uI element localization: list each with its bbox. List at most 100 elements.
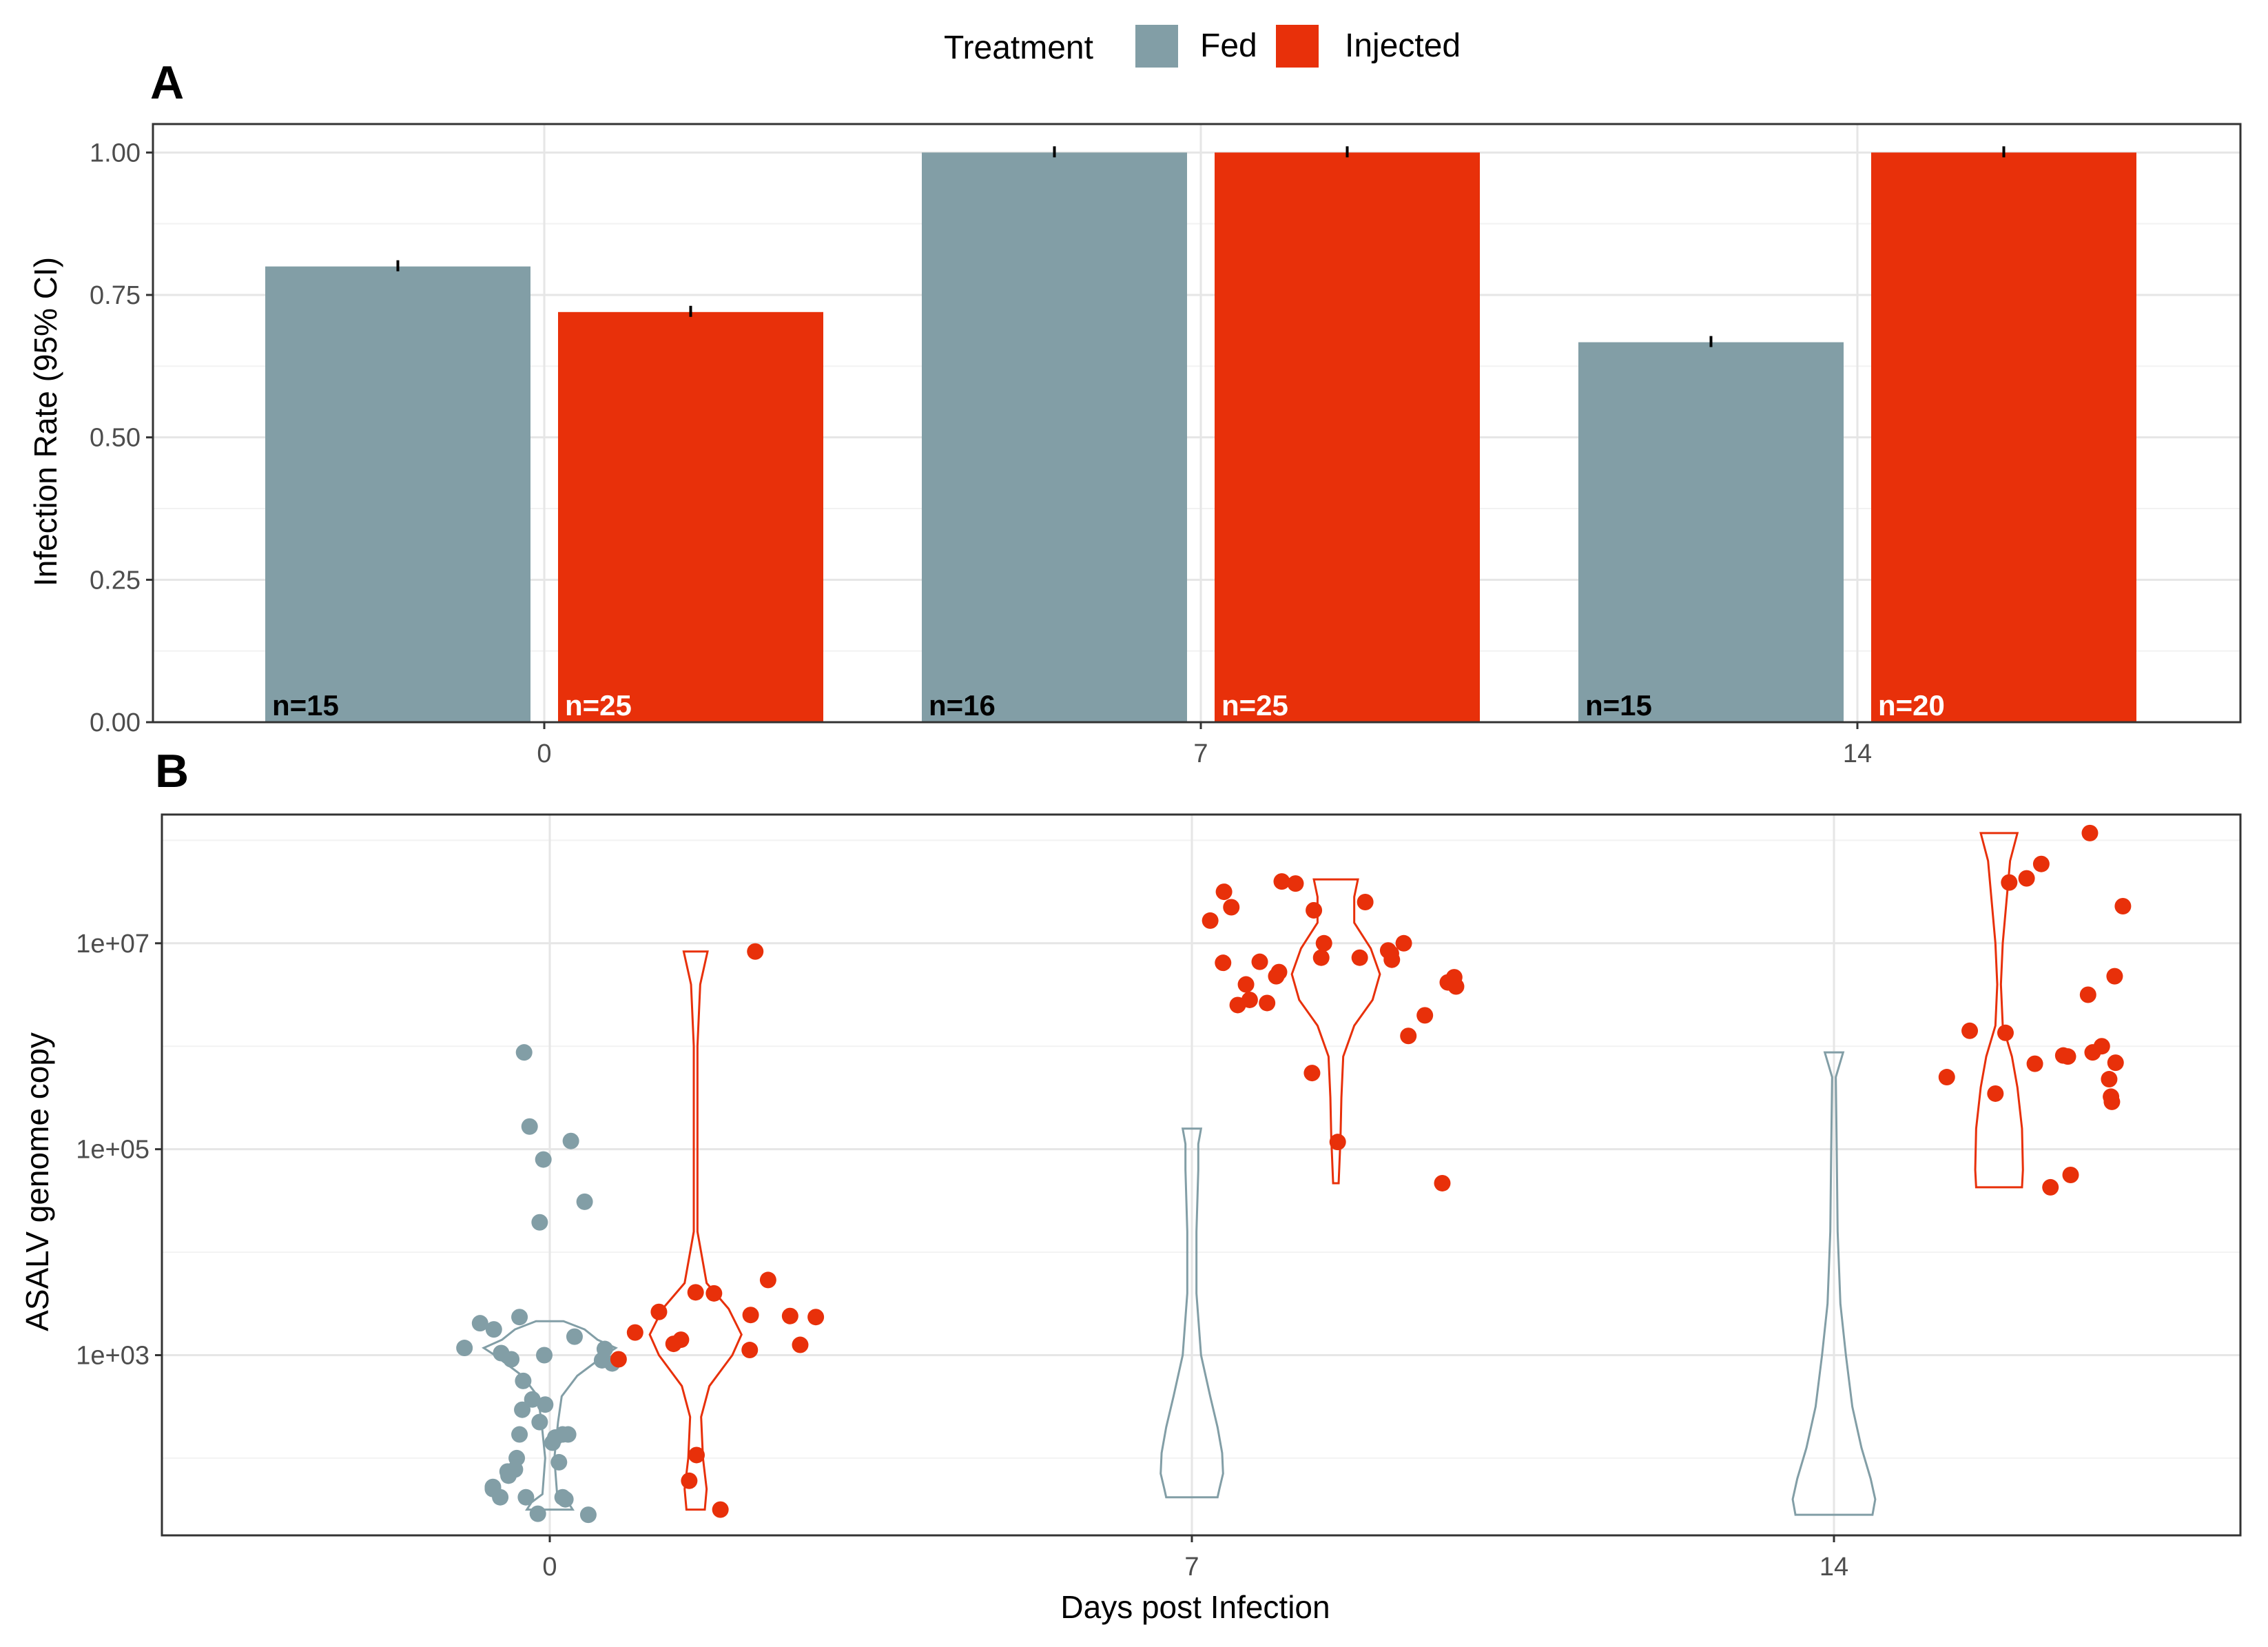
point-injected-day-0 [688, 1446, 705, 1464]
legend-label-injected: Injected [1345, 28, 1461, 64]
point-fed-day-7 [559, 1426, 577, 1443]
point-fed-day-0 [566, 1328, 583, 1345]
n-label-fed-day-0: n=15 [272, 689, 339, 722]
point-injected-day-7 [1303, 1065, 1321, 1082]
n-label-fed-day-14: n=15 [1585, 689, 1652, 722]
panel-b-background [162, 815, 2240, 1535]
legend-title: Treatment [944, 30, 1093, 66]
panel-b-ylabel: ASALV genome copy [19, 1032, 55, 1331]
point-injected-day-0 [747, 943, 764, 960]
panel-a: 0.00 0.25 0.50 0.75 1.00 0 7 14 n=15 n=16 n=15 n=25… [90, 123, 2242, 768]
panel-b-xlabel: Days post Infection [1060, 1589, 1330, 1625]
point-injected-day-0 [792, 1336, 809, 1353]
panel-a-ytick-label: 0.25 [90, 566, 141, 595]
point-injected-day-7 [1395, 934, 1412, 952]
panel-a-ytick-label: 0.75 [90, 281, 141, 310]
violin-injected-day-7 [1290, 878, 1381, 1185]
point-injected-day-7 [1351, 949, 1368, 966]
point-fed-day-14 [511, 1309, 528, 1326]
point-injected-day-0 [650, 1303, 668, 1320]
point-injected-day-0 [705, 1285, 723, 1302]
violin-injected-day-14 [1974, 832, 2024, 1189]
n-label-injected-day-7: n=25 [1221, 689, 1288, 722]
point-fed-day-0 [531, 1413, 548, 1431]
panel-b-ytick-label: 1e+03 [76, 1342, 150, 1371]
point-injected-day-0 [807, 1309, 825, 1326]
point-injected-day-14 [2001, 874, 2018, 891]
point-injected-day-7 [1312, 949, 1330, 966]
point-injected-day-7 [1400, 1027, 1417, 1045]
panel-b: 1e+03 1e+05 1e+07 0 7 14 [76, 813, 2242, 1582]
bar-fed-day-7 [922, 152, 1187, 723]
point-injected-day-7 [1215, 954, 1232, 972]
bar-injected-day-7 [1215, 152, 1480, 723]
point-fed-day-7 [550, 1453, 568, 1471]
point-injected-day-0 [672, 1331, 690, 1349]
point-injected-day-7 [1447, 978, 1465, 995]
point-injected-day-14 [2101, 1071, 2118, 1088]
violin-fed-day-7 [1159, 1127, 1224, 1499]
point-injected-day-14 [1997, 1024, 2014, 1041]
point-fed-day-0 [579, 1506, 597, 1524]
point-injected-day-14 [2062, 1167, 2079, 1183]
bar-fed-day-0 [265, 266, 530, 723]
point-injected-day-7 [1202, 912, 1219, 929]
point-injected-day-14 [2059, 1048, 2076, 1065]
point-injected-day-7 [1287, 875, 1304, 892]
point-injected-day-0 [742, 1307, 759, 1324]
panel-b-xtick-label: 0 [542, 1553, 557, 1582]
point-fed-day-7 [535, 1151, 552, 1168]
point-injected-day-0 [741, 1342, 759, 1359]
point-injected-day-14 [1961, 1022, 1979, 1039]
point-fed-day-7 [514, 1401, 531, 1418]
panel-b-xtick-label: 7 [1184, 1553, 1199, 1582]
point-injected-day-0 [759, 1271, 776, 1289]
point-injected-day-14 [1938, 1069, 1955, 1086]
point-injected-day-7 [1329, 1134, 1346, 1151]
point-fed-day-7 [562, 1132, 579, 1149]
point-fed-day-0 [485, 1321, 502, 1338]
n-label-fed-day-7: n=16 [929, 689, 996, 722]
panel-a-letter: A [150, 57, 184, 109]
point-injected-day-7 [1251, 953, 1268, 970]
point-injected-day-7 [1416, 1007, 1434, 1024]
point-injected-day-14 [2106, 968, 2123, 985]
point-injected-day-7 [1315, 934, 1332, 952]
point-injected-day-14 [2093, 1038, 2110, 1055]
point-fed-day-7 [517, 1489, 535, 1506]
legend: Treatment Fed Injected [944, 25, 1461, 68]
panel-b-letter: B [155, 745, 189, 797]
point-fed-day-14 [546, 1429, 564, 1446]
legend-swatch-fed [1135, 25, 1178, 68]
panel-a-xtick-label: 14 [1843, 739, 1872, 768]
point-injected-day-0 [610, 1351, 627, 1368]
point-fed-day-14 [529, 1505, 546, 1522]
n-label-injected-day-0: n=25 [565, 689, 632, 722]
panel-a-ytick-label: 0.00 [90, 708, 141, 737]
point-fed-day-7 [537, 1396, 554, 1413]
panel-a-ytick-label: 0.50 [90, 424, 141, 453]
point-injected-day-14 [2103, 1093, 2121, 1110]
point-injected-day-7 [1237, 976, 1255, 993]
legend-label-fed: Fed [1200, 28, 1257, 64]
point-fed-day-0 [456, 1340, 473, 1357]
point-fed-day-14 [554, 1489, 571, 1506]
point-injected-day-7 [1273, 873, 1290, 890]
point-injected-day-7 [1223, 899, 1240, 916]
point-injected-day-0 [687, 1284, 704, 1301]
panel-a-xtick-label: 0 [537, 739, 551, 768]
point-injected-day-14 [2032, 855, 2050, 872]
point-injected-day-7 [1215, 883, 1233, 901]
panel-b-ytick-label: 1e+07 [76, 930, 150, 959]
point-fed-day-14 [536, 1347, 553, 1364]
point-fed-day-7 [531, 1214, 548, 1231]
panel-a-border [152, 123, 2242, 724]
panel-a-xtick-label: 7 [1193, 739, 1208, 768]
point-fed-day-0 [524, 1391, 541, 1408]
panel-a-ylabel: Infection Rate (95% CI) [28, 257, 63, 586]
point-injected-day-7 [1383, 951, 1401, 968]
point-injected-day-14 [2081, 824, 2099, 841]
point-injected-day-7 [1434, 1174, 1451, 1191]
panel-b-xtick-label: 14 [1819, 1553, 1848, 1582]
